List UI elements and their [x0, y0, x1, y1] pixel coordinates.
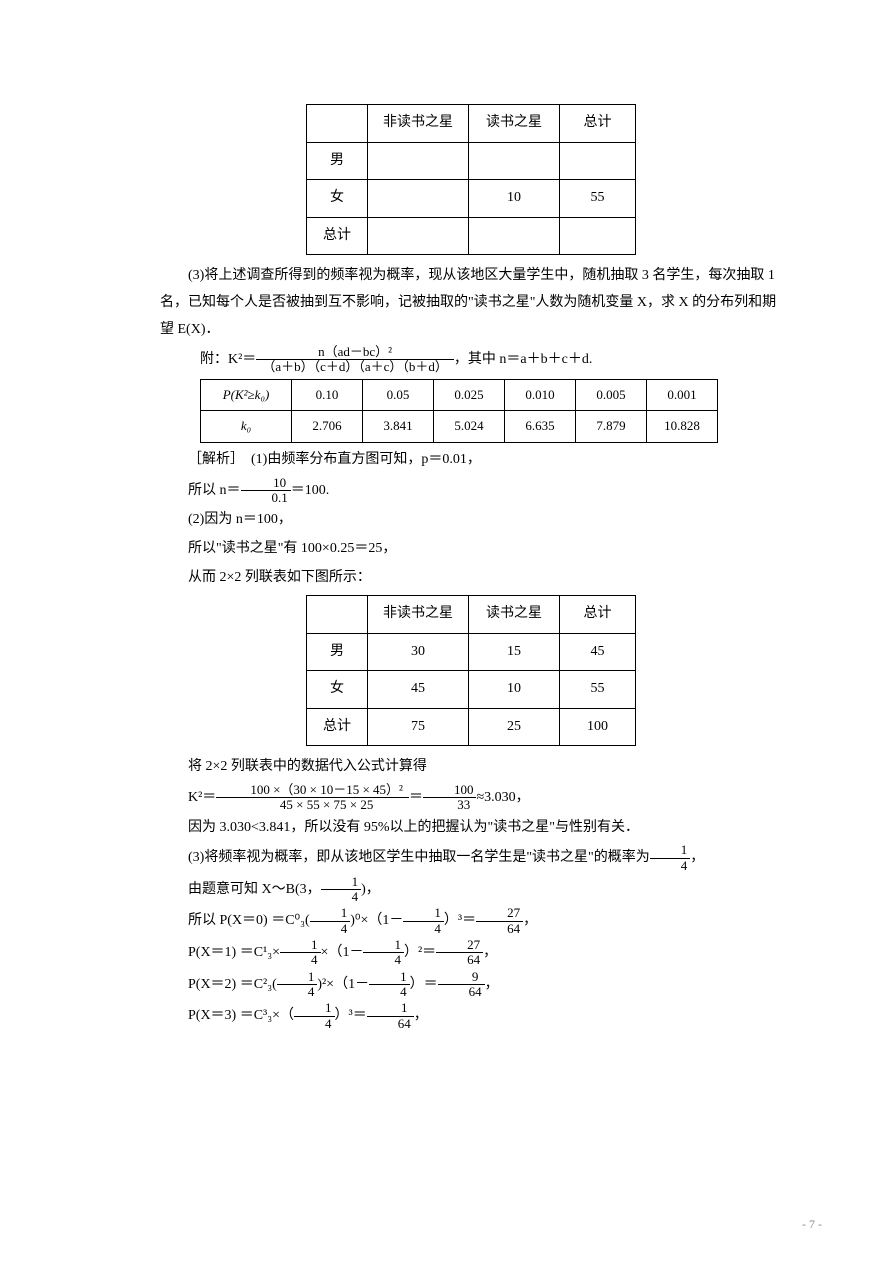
solution-2b: 所以"读书之星"有 100×0.25＝25，	[160, 536, 782, 563]
contingency-table-2: 非读书之星读书之星总计 男301545 女451055 总计7525100	[306, 595, 636, 746]
px0: 所以 P(X＝0) ＝C⁰₃(14)⁰×（1－14）³＝2764，	[160, 906, 782, 936]
part-3-prob: (3)将频率视为概率，即从该地区学生中抽取一名学生是"读书之星"的概率为14，	[160, 843, 782, 873]
px2: P(X＝2) ＝C²₃(14)²×（1－14）＝964，	[160, 970, 782, 1000]
calc-intro: 将 2×2 列联表中的数据代入公式计算得	[160, 754, 782, 781]
k2-formula: 附：K²＝n（ad－bc）²（a＋b）（c＋d）（a＋c）（b＋d），其中 n＝…	[200, 345, 782, 375]
contingency-table-1: 非读书之星读书之星总计 男 女1055 总计	[306, 104, 636, 255]
solution-1b: 所以 n＝100.1＝100.	[160, 476, 782, 506]
page-content: 非读书之星读书之星总计 男 女1055 总计 (3)将上述调查所得到的频率视为概…	[0, 0, 892, 1073]
solution-2c: 从而 2×2 列联表如下图所示：	[160, 565, 782, 592]
px1: P(X＝1) ＝C¹₃×14×（1－14）²＝2764，	[160, 938, 782, 968]
k2-calculation: K²＝100 ×（30 × 10－15 × 45）²45 × 55 × 75 ×…	[160, 783, 782, 813]
critical-values-table: P(K²≥k₀)0.100.050.0250.0100.0050.001 k₀2…	[200, 379, 718, 443]
page-number: - 7 -	[802, 1217, 822, 1232]
conclusion-1: 因为 3.030<3.841，所以没有 95%以上的把握认为"读书之星"与性别有…	[160, 815, 782, 842]
question-3: (3)将上述调查所得到的频率视为概率，现从该地区大量学生中，随机抽取 3 名学生…	[160, 263, 782, 343]
solution-1a: ［解析］ (1)由频率分布直方图可知，p＝0.01，	[160, 447, 782, 474]
binomial: 由题意可知 X～B(3，14)，	[160, 875, 782, 905]
px3: P(X＝3) ＝C³₃×（14）³＝164，	[160, 1001, 782, 1031]
solution-2a: (2)因为 n＝100，	[160, 507, 782, 534]
